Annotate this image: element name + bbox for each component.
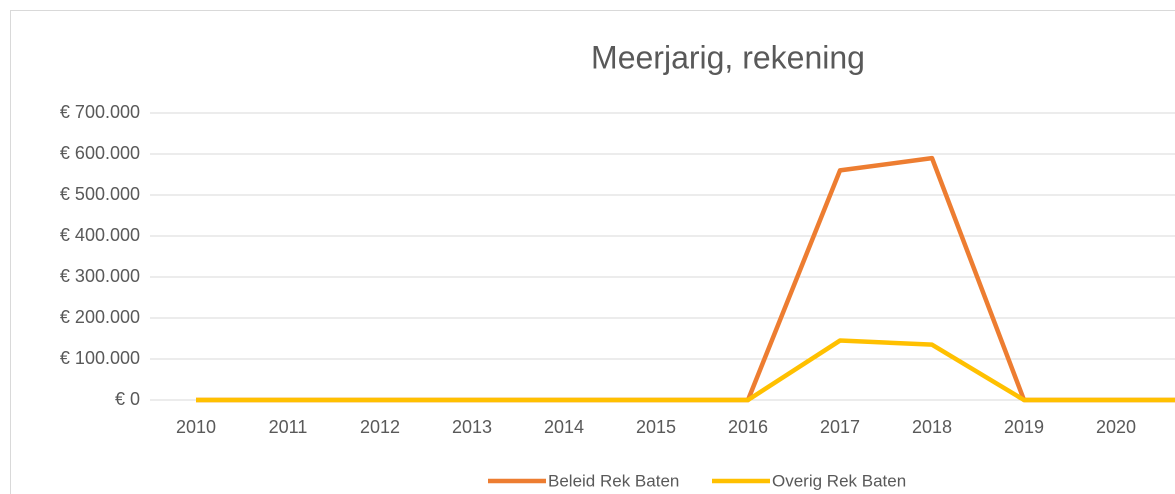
- x-tick-label: 2010: [176, 417, 216, 437]
- x-tick-label: 2013: [452, 417, 492, 437]
- legend-label: Overig Rek Baten: [772, 471, 906, 490]
- x-tick-label: 2012: [360, 417, 400, 437]
- x-tick-label: 2016: [728, 417, 768, 437]
- x-tick-label: 2015: [636, 417, 676, 437]
- y-tick-label: € 700.000: [60, 102, 140, 122]
- y-tick-label: € 0: [115, 389, 140, 409]
- x-tick-label: 2020: [1096, 417, 1136, 437]
- legend-label: Beleid Rek Baten: [548, 471, 679, 490]
- series-line: [196, 338, 1175, 403]
- y-tick-label: € 200.000: [60, 307, 140, 327]
- y-tick-label: € 600.000: [60, 143, 140, 163]
- x-tick-label: 2011: [269, 417, 308, 437]
- x-tick-label: 2014: [544, 417, 584, 437]
- y-tick-label: € 300.000: [60, 266, 140, 286]
- chart-title: Meerjarig, rekening: [591, 39, 865, 75]
- y-tick-label: € 500.000: [60, 184, 140, 204]
- y-tick-label: € 100.000: [60, 348, 140, 368]
- y-tick-label: € 400.000: [60, 225, 140, 245]
- x-tick-label: 2017: [820, 417, 860, 437]
- x-tick-label: 2019: [1004, 417, 1044, 437]
- x-tick-label: 2018: [912, 417, 952, 437]
- chart-frame: [10, 10, 1175, 494]
